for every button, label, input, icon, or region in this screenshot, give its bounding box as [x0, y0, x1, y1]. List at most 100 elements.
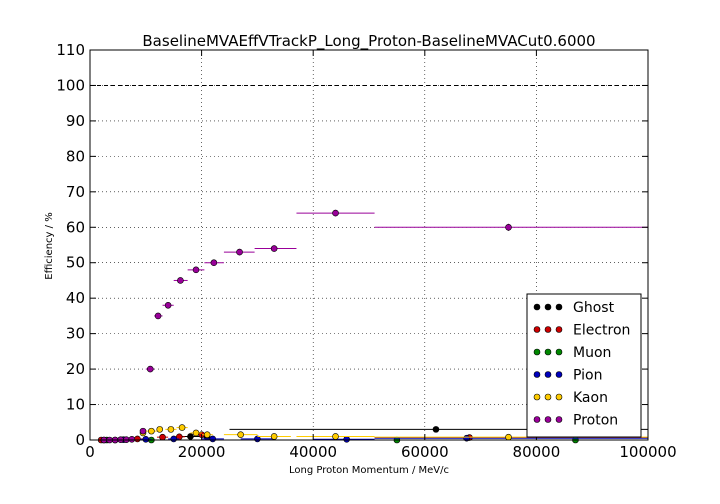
x-axis-label: Long Proton Momentum / MeV/c — [289, 465, 449, 476]
data-point — [240, 435, 275, 443]
marker — [432, 426, 440, 433]
legend-entry-ghost: Ghost — [533, 300, 615, 316]
marker — [505, 433, 512, 441]
legend: Ghost Electron Muon Pion Kaon Proton — [526, 293, 642, 438]
marker — [170, 435, 177, 443]
marker — [178, 424, 186, 431]
series-proton — [100, 209, 648, 444]
y-tick-label: 70 — [66, 183, 85, 201]
marker — [270, 245, 278, 252]
legend-marker — [555, 326, 563, 333]
marker — [210, 259, 218, 267]
marker — [146, 365, 154, 373]
marker — [505, 223, 512, 231]
marker — [332, 433, 339, 440]
x-tick-label: 60000 — [401, 443, 449, 461]
legend-marker — [544, 303, 552, 311]
legend-entry-pion: Pion — [533, 368, 602, 384]
data-point — [374, 223, 648, 231]
data-point — [176, 424, 188, 431]
legend-label: Ghost — [573, 300, 615, 316]
legend-marker — [544, 393, 552, 401]
y-tick-label: 110 — [56, 41, 85, 59]
marker — [270, 433, 278, 440]
legend-label: Muon — [573, 345, 611, 361]
x-tick-label: 40000 — [289, 443, 337, 461]
data-point — [190, 429, 202, 437]
y-tick-label: 0 — [75, 431, 85, 449]
y-tick-label: 50 — [66, 254, 85, 272]
data-point — [313, 435, 375, 443]
data-point — [223, 431, 258, 438]
legend-marker — [533, 416, 541, 423]
marker — [236, 248, 243, 256]
marker — [167, 426, 175, 433]
legend-marker — [555, 348, 563, 356]
data-point — [254, 245, 297, 252]
data-point — [223, 248, 255, 256]
data-point — [145, 427, 157, 435]
data-point — [201, 431, 213, 438]
legend-marker — [533, 393, 541, 401]
data-point — [139, 427, 147, 435]
marker — [177, 277, 184, 284]
chart-title: BaselineMVAEffVTrackP_Long_Proton-Baseli… — [142, 32, 595, 51]
data-point — [128, 435, 136, 443]
legend-box — [526, 293, 642, 438]
legend-marker — [544, 371, 552, 378]
marker — [332, 209, 339, 217]
marker — [203, 431, 211, 438]
data-point — [154, 312, 163, 320]
y-tick-label: 10 — [66, 396, 85, 414]
legend-marker — [533, 303, 541, 311]
data-point — [187, 266, 205, 274]
data-point — [173, 277, 188, 284]
marker — [237, 431, 244, 438]
marker — [192, 429, 200, 437]
data-point — [145, 365, 155, 373]
y-tick-label: 20 — [66, 360, 85, 378]
y-tick-label: 80 — [66, 147, 85, 165]
axis-ticks: 0 20000 40000 60000 80000 100000 0 10 20 30 40 50 60… — [56, 41, 676, 461]
y-tick-label: 100 — [56, 76, 85, 94]
marker — [209, 435, 217, 443]
y-tick-label: 90 — [66, 112, 85, 130]
legend-marker — [544, 416, 552, 423]
x-tick-label: 80000 — [513, 443, 561, 461]
legend-label: Kaon — [573, 390, 608, 406]
legend-entry-muon: Muon — [533, 345, 611, 361]
data-point — [204, 259, 224, 267]
y-axis-label: Efficiency / % — [44, 212, 55, 279]
legend-entry-electron: Electron — [533, 323, 630, 339]
y-tick-label: 40 — [66, 289, 85, 307]
legend-marker — [533, 326, 541, 333]
legend-entry-kaon: Kaon — [533, 390, 608, 406]
legend-marker — [555, 303, 563, 311]
data-point — [156, 433, 169, 441]
plot-frame — [89, 49, 649, 441]
data-point — [296, 433, 375, 440]
data-point — [165, 426, 177, 433]
marker — [139, 427, 147, 435]
marker — [156, 426, 164, 433]
marker — [128, 435, 136, 443]
legend-label: Proton — [573, 413, 618, 429]
legend-marker — [555, 393, 563, 401]
y-tick-label: 30 — [66, 325, 85, 343]
data-point — [296, 209, 375, 217]
marker — [154, 312, 162, 320]
marker — [343, 435, 350, 443]
data-point — [257, 433, 291, 440]
legend-marker — [533, 371, 541, 378]
x-tick-label: 20000 — [178, 443, 226, 461]
marker — [187, 433, 194, 440]
x-tick-label: 100000 — [619, 443, 676, 461]
legend-label: Pion — [573, 368, 602, 384]
marker — [192, 266, 200, 274]
marker — [142, 435, 150, 443]
legend-label: Electron — [573, 323, 630, 339]
legend-entry-proton: Proton — [533, 413, 618, 429]
marker — [159, 433, 166, 441]
marker — [164, 301, 172, 309]
